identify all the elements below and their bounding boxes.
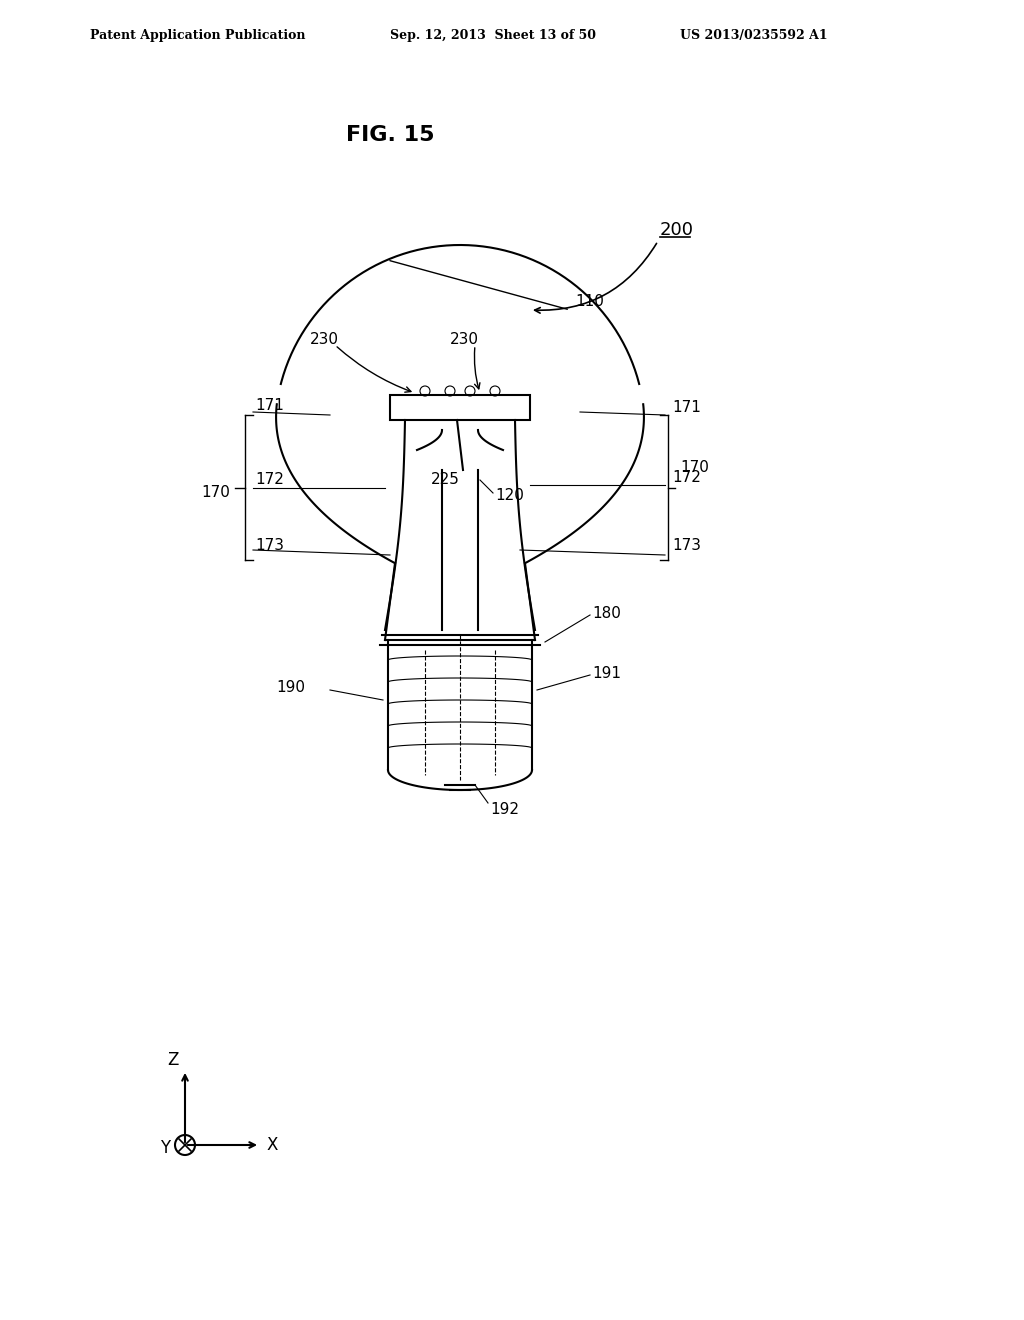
Text: 225: 225 — [430, 473, 460, 487]
Text: 172: 172 — [672, 470, 700, 484]
Text: 200: 200 — [660, 220, 694, 239]
Text: 230: 230 — [450, 333, 479, 347]
Text: 171: 171 — [255, 397, 284, 412]
Text: FIG. 15: FIG. 15 — [346, 125, 434, 145]
Text: US 2013/0235592 A1: US 2013/0235592 A1 — [680, 29, 827, 41]
Text: 172: 172 — [255, 473, 284, 487]
Text: X: X — [266, 1137, 278, 1154]
Text: 120: 120 — [495, 487, 524, 503]
Text: Patent Application Publication: Patent Application Publication — [90, 29, 305, 41]
Text: 170: 170 — [201, 484, 230, 500]
Text: Z: Z — [167, 1051, 178, 1069]
Text: 230: 230 — [310, 333, 339, 347]
Text: 173: 173 — [672, 537, 701, 553]
Text: 191: 191 — [592, 665, 621, 681]
Text: Sep. 12, 2013  Sheet 13 of 50: Sep. 12, 2013 Sheet 13 of 50 — [390, 29, 596, 41]
Text: 190: 190 — [276, 681, 305, 696]
Text: 170: 170 — [680, 459, 709, 475]
Text: Y: Y — [160, 1139, 170, 1158]
Text: 180: 180 — [592, 606, 621, 620]
Text: 110: 110 — [575, 294, 604, 309]
Text: 171: 171 — [672, 400, 700, 414]
Text: 192: 192 — [490, 803, 519, 817]
Text: 173: 173 — [255, 537, 284, 553]
